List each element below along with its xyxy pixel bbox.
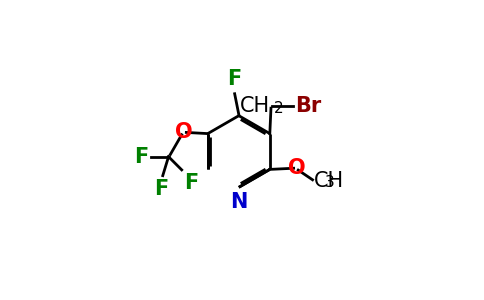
Text: CH: CH	[240, 96, 270, 116]
Text: Br: Br	[295, 96, 321, 116]
Text: F: F	[154, 178, 169, 199]
Text: F: F	[184, 173, 198, 193]
Text: F: F	[134, 147, 149, 167]
Text: O: O	[287, 158, 305, 178]
Text: O: O	[175, 122, 192, 142]
Text: 3: 3	[325, 175, 334, 190]
Text: 2: 2	[274, 101, 283, 116]
Text: CH: CH	[314, 171, 344, 191]
Text: N: N	[230, 192, 247, 212]
Text: F: F	[227, 69, 242, 89]
